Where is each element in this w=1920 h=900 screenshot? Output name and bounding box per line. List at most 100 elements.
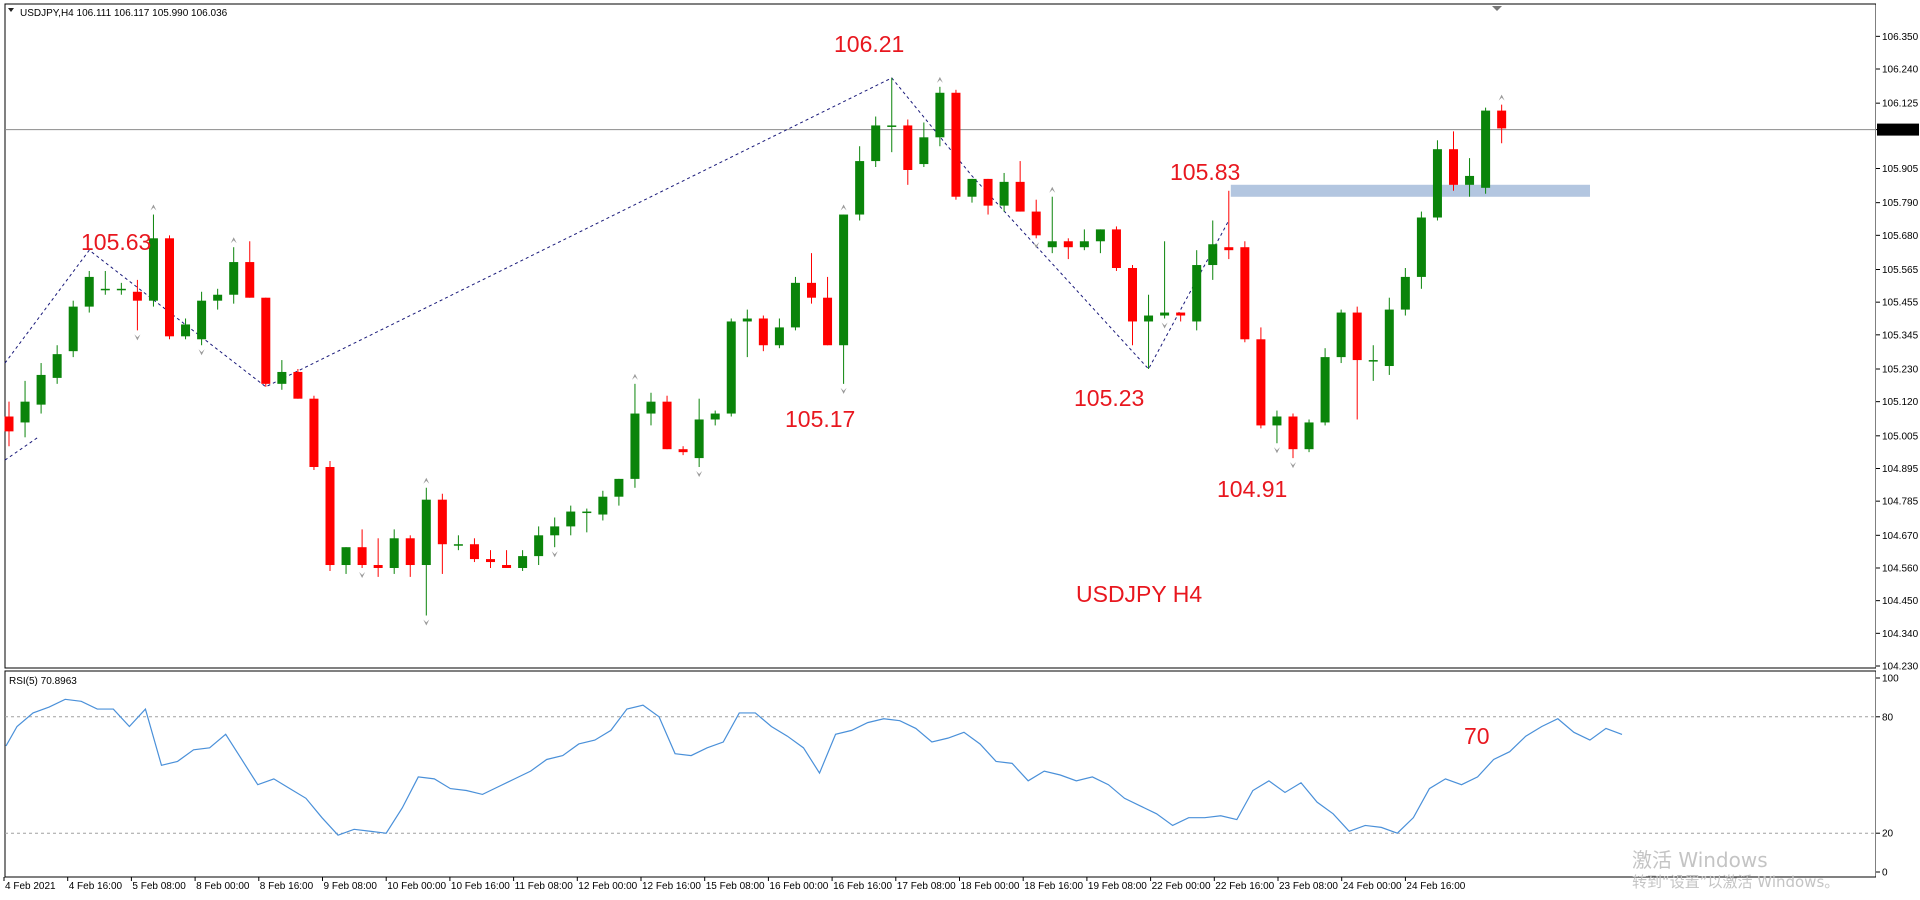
price-tick-label: 105.680 [1882, 231, 1919, 242]
fractal-up-icon [936, 76, 943, 83]
candle [213, 288, 223, 310]
price-tick-label: 104.450 [1882, 596, 1919, 607]
candle [1432, 140, 1442, 221]
candle [678, 446, 688, 456]
time-tick-label: 24 Feb 16:00 [1406, 881, 1465, 892]
candle [1256, 327, 1266, 429]
price-tick-label: 105.455 [1882, 298, 1919, 309]
candle [197, 291, 207, 346]
price-axis: 106.350 106.240 106.125 106.036 105.905 105.7… [1876, 32, 1919, 673]
price-tick-label: 105.790 [1882, 198, 1919, 209]
candle [1336, 309, 1346, 364]
candle [389, 529, 399, 574]
candle [1481, 107, 1491, 194]
annotation-low-3: 104.91 [1217, 476, 1287, 502]
time-tick-label: 10 Feb 00:00 [387, 881, 446, 892]
candle [1497, 104, 1507, 144]
candle [1400, 268, 1410, 316]
candle [1031, 199, 1041, 239]
candle [1304, 419, 1314, 453]
candle [823, 276, 833, 346]
price-tick-label: 105.005 [1882, 431, 1919, 442]
price-tick-label: 106.350 [1882, 32, 1919, 43]
time-tick-label: 22 Feb 00:00 [1152, 881, 1211, 892]
candle [4, 401, 14, 447]
time-tick-label: 9 Feb 08:00 [324, 881, 378, 892]
candle [437, 493, 447, 574]
candle [518, 550, 528, 571]
price-tick-label: 104.230 [1882, 662, 1919, 673]
chart-shift-marker-icon[interactable] [1492, 6, 1502, 11]
time-tick-label: 12 Feb 16:00 [642, 881, 701, 892]
fractal-up-icon [230, 237, 237, 244]
candle [229, 247, 239, 304]
candles-series [4, 77, 1507, 616]
candle [807, 253, 816, 304]
fractal-down-icon [840, 387, 847, 394]
rsi-line [5, 698, 1623, 836]
candle [1095, 229, 1105, 254]
time-tick-label: 15 Feb 08:00 [706, 881, 765, 892]
price-tick-label: 105.120 [1882, 397, 1919, 408]
annotation-low-1: 105.17 [785, 406, 855, 432]
candle [1465, 158, 1475, 197]
candle [614, 478, 624, 506]
candle [1416, 211, 1426, 289]
current-price-label: 106.036 [1880, 125, 1917, 136]
candle [84, 270, 94, 313]
time-tick-label: 4 Feb 2021 [5, 881, 56, 892]
current-price-badge [1877, 123, 1919, 136]
candle [887, 77, 897, 153]
resistance-zone[interactable] [1230, 184, 1590, 197]
price-tick-label: 104.340 [1882, 629, 1919, 640]
fractal-up-icon [1049, 186, 1056, 193]
candle [405, 535, 415, 577]
candle [165, 235, 174, 340]
candle [148, 214, 158, 307]
candle [774, 318, 784, 349]
candle [839, 214, 849, 384]
candle [1224, 190, 1234, 260]
time-tick-label: 11 Feb 08:00 [515, 881, 574, 892]
rsi-annotation: 70 [1464, 723, 1490, 749]
chart-dropdown-icon[interactable] [8, 8, 14, 12]
candle [662, 395, 672, 450]
rsi-tick-label: 80 [1882, 712, 1894, 723]
price-tick-label: 106.125 [1882, 99, 1919, 110]
candle [325, 461, 335, 571]
candle [726, 318, 736, 417]
rsi-tick-label: 20 [1882, 829, 1894, 840]
annotation-peak-2: 106.21 [834, 31, 904, 57]
fractal-down-icon [551, 551, 558, 558]
time-tick-label: 5 Feb 08:00 [132, 881, 186, 892]
time-tick-label: 24 Feb 00:00 [1343, 881, 1402, 892]
candle [550, 517, 560, 548]
candle [36, 363, 46, 414]
candle [534, 526, 544, 566]
candle [855, 146, 865, 221]
fractal-up-icon [150, 204, 157, 211]
time-tick-label: 16 Feb 00:00 [769, 881, 828, 892]
fractal-down-icon [134, 334, 141, 341]
candle [20, 380, 30, 438]
price-tick-label: 104.785 [1882, 497, 1919, 508]
time-tick-label: 18 Feb 00:00 [961, 881, 1020, 892]
candle [453, 535, 463, 551]
price-tick-label: 106.240 [1882, 65, 1919, 76]
candle [630, 383, 640, 488]
candle [1449, 131, 1458, 191]
price-tick-label: 104.560 [1882, 563, 1919, 574]
candle [1272, 410, 1282, 444]
zigzag-tail [4, 436, 39, 461]
candle [1384, 297, 1394, 375]
candle [1288, 413, 1298, 459]
candle [1128, 265, 1137, 346]
candle [903, 119, 913, 185]
candle [919, 122, 929, 168]
candle [52, 345, 62, 384]
candle [469, 538, 479, 563]
fractal-up-icon [631, 373, 638, 380]
candle [983, 178, 993, 215]
candle [999, 172, 1009, 212]
